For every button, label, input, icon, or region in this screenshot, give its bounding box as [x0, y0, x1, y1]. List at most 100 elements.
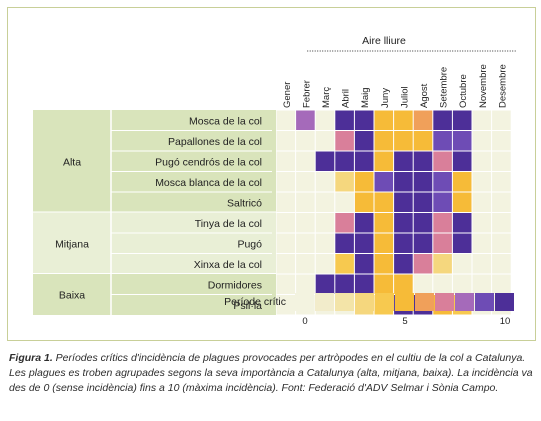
month-label: Març	[321, 87, 332, 108]
caption-text: Períodes crítics d'incidència de plagues…	[9, 352, 533, 394]
scale-swatch	[295, 293, 314, 311]
heatmap-cell	[492, 151, 511, 171]
row-label: Pugó	[237, 238, 262, 250]
heatmap-cell	[354, 151, 374, 171]
heatmap-cell	[394, 213, 413, 233]
heatmap-cell	[315, 233, 335, 253]
heatmap-cell	[374, 254, 394, 274]
heatmap-cell	[276, 192, 296, 212]
heatmap-cell	[374, 213, 394, 233]
heatmap-cell	[335, 151, 354, 171]
scale-tick-label: 0	[302, 316, 307, 327]
heatmap-cell	[315, 254, 335, 274]
heatmap-cell	[374, 131, 394, 151]
scale-swatch	[455, 293, 474, 311]
row-label: Pugó cendrós de la col	[155, 156, 262, 168]
heatmap-cell	[296, 151, 315, 171]
group-label: Alta	[63, 156, 81, 168]
heatmap-cell	[335, 254, 354, 274]
heatmap-cell	[335, 110, 354, 130]
row-label: Mosca de la col	[189, 115, 262, 127]
heatmap-cell	[413, 172, 433, 192]
grid-background	[276, 110, 512, 315]
heatmap-cell	[433, 151, 452, 171]
heatmap-cell	[354, 213, 374, 233]
heatmap-cell	[472, 110, 492, 130]
heatmap-cell	[452, 172, 472, 192]
scale-swatch	[475, 293, 494, 311]
heatmap-cell	[472, 274, 492, 294]
heatmap-cell	[472, 172, 492, 192]
heatmap-cell	[354, 233, 374, 253]
heatmap-cell	[433, 233, 452, 253]
heatmap-cell	[276, 233, 296, 253]
month-label: Desembre	[497, 64, 508, 108]
heatmap-cell	[296, 274, 315, 294]
scale-swatch	[355, 293, 374, 311]
heatmap-cell	[452, 131, 472, 151]
month-label: Maig	[360, 87, 371, 108]
heatmap-cell	[354, 274, 374, 294]
heatmap-cell	[433, 110, 452, 130]
heatmap-cell	[374, 151, 394, 171]
heatmap-cell	[492, 254, 511, 274]
heatmap-cell	[296, 172, 315, 192]
heatmap-chart: Aire lliure Gener Febrer Març Abril Maig Juny J…	[33, 35, 518, 327]
heatmap-cell	[433, 131, 452, 151]
month-label: Juliol	[399, 86, 410, 108]
heatmap-cell	[276, 274, 296, 294]
heatmap-cell	[296, 192, 315, 212]
row-label: Saltricó	[227, 197, 262, 209]
heatmap-cell	[452, 151, 472, 171]
heatmap-cell	[452, 254, 472, 274]
heatmap-cell	[276, 295, 296, 315]
heatmap-cell	[335, 274, 354, 294]
heatmap-cell	[492, 274, 511, 294]
heatmap-cell	[472, 131, 492, 151]
heatmap-cell	[315, 151, 335, 171]
heatmap-cell	[354, 254, 374, 274]
heatmap-cell	[433, 172, 452, 192]
scale-tick-label: 10	[500, 316, 511, 327]
heatmap-cell	[335, 192, 354, 212]
heatmap-cell	[492, 172, 511, 192]
heatmap-cell	[296, 131, 315, 151]
heatmap-cell	[354, 192, 374, 212]
heatmap-cell	[335, 233, 354, 253]
scale-swatch	[415, 293, 434, 311]
month-label: Setembre	[439, 67, 450, 108]
scale-swatch	[335, 293, 354, 311]
row-label: Tinya de la col	[195, 218, 262, 230]
heatmap-cell	[394, 172, 413, 192]
heatmap-cell	[354, 172, 374, 192]
heatmap-cell	[472, 233, 492, 253]
caption-label: Figura 1.	[9, 352, 53, 364]
heatmap-cell	[413, 110, 433, 130]
figure-frame: Aire lliure Gener Febrer Març Abril Maig Juny J…	[7, 7, 536, 341]
heatmap-cell	[492, 213, 511, 233]
heatmap-cell	[335, 172, 354, 192]
heatmap-cell	[492, 192, 511, 212]
heatmap-cell	[472, 213, 492, 233]
heatmap-cell	[413, 254, 433, 274]
heatmap-cell	[452, 233, 472, 253]
heatmap-cell	[276, 254, 296, 274]
heatmap-cell	[413, 192, 433, 212]
heatmap-cell	[394, 192, 413, 212]
month-label: Agost	[419, 83, 430, 108]
heatmap-cell	[452, 192, 472, 212]
month-label: Novembre	[478, 64, 489, 108]
row-label: Papallones de la col	[168, 136, 262, 148]
scale-swatch	[435, 293, 454, 311]
column-group-label: Aire lliure	[362, 35, 406, 47]
heatmap-cell	[354, 110, 374, 130]
row-label: Xinxa de la col	[194, 259, 262, 271]
heatmap-cell	[335, 213, 354, 233]
heatmap-cell	[413, 151, 433, 171]
heatmap-cell	[433, 192, 452, 212]
heatmap-cell	[276, 213, 296, 233]
heatmap-cell	[492, 131, 511, 151]
heatmap-cell	[296, 254, 315, 274]
heatmap-cell	[413, 213, 433, 233]
heatmap-cell	[433, 213, 452, 233]
